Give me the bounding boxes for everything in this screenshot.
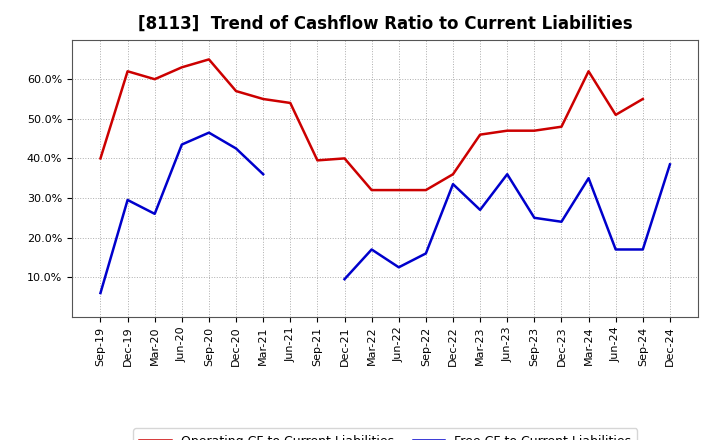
Title: [8113]  Trend of Cashflow Ratio to Current Liabilities: [8113] Trend of Cashflow Ratio to Curren…	[138, 15, 632, 33]
Operating CF to Current Liabilities	[204, 57, 213, 62]
Operating CF to Current Liabilities	[367, 187, 376, 193]
Operating CF to Current Liabilities	[421, 187, 430, 193]
Line: Free CF to Current Liabilities: Free CF to Current Liabilities	[101, 132, 264, 293]
Operating CF to Current Liabilities	[584, 69, 593, 74]
Operating CF to Current Liabilities	[286, 100, 294, 106]
Operating CF to Current Liabilities	[395, 187, 403, 193]
Free CF to Current Liabilities	[178, 142, 186, 147]
Operating CF to Current Liabilities	[123, 69, 132, 74]
Free CF to Current Liabilities	[123, 197, 132, 202]
Free CF to Current Liabilities	[232, 146, 240, 151]
Operating CF to Current Liabilities	[476, 132, 485, 137]
Operating CF to Current Liabilities	[232, 88, 240, 94]
Free CF to Current Liabilities	[150, 211, 159, 216]
Operating CF to Current Liabilities	[313, 158, 322, 163]
Operating CF to Current Liabilities	[557, 124, 566, 129]
Line: Operating CF to Current Liabilities: Operating CF to Current Liabilities	[101, 59, 643, 190]
Free CF to Current Liabilities	[259, 172, 268, 177]
Operating CF to Current Liabilities	[96, 156, 105, 161]
Free CF to Current Liabilities	[96, 290, 105, 296]
Legend: Operating CF to Current Liabilities, Free CF to Current Liabilities: Operating CF to Current Liabilities, Fre…	[133, 429, 637, 440]
Operating CF to Current Liabilities	[503, 128, 511, 133]
Operating CF to Current Liabilities	[611, 112, 620, 117]
Free CF to Current Liabilities	[204, 130, 213, 135]
Operating CF to Current Liabilities	[449, 172, 457, 177]
Operating CF to Current Liabilities	[530, 128, 539, 133]
Operating CF to Current Liabilities	[639, 96, 647, 102]
Operating CF to Current Liabilities	[341, 156, 349, 161]
Operating CF to Current Liabilities	[150, 77, 159, 82]
Operating CF to Current Liabilities	[259, 96, 268, 102]
Operating CF to Current Liabilities	[178, 65, 186, 70]
